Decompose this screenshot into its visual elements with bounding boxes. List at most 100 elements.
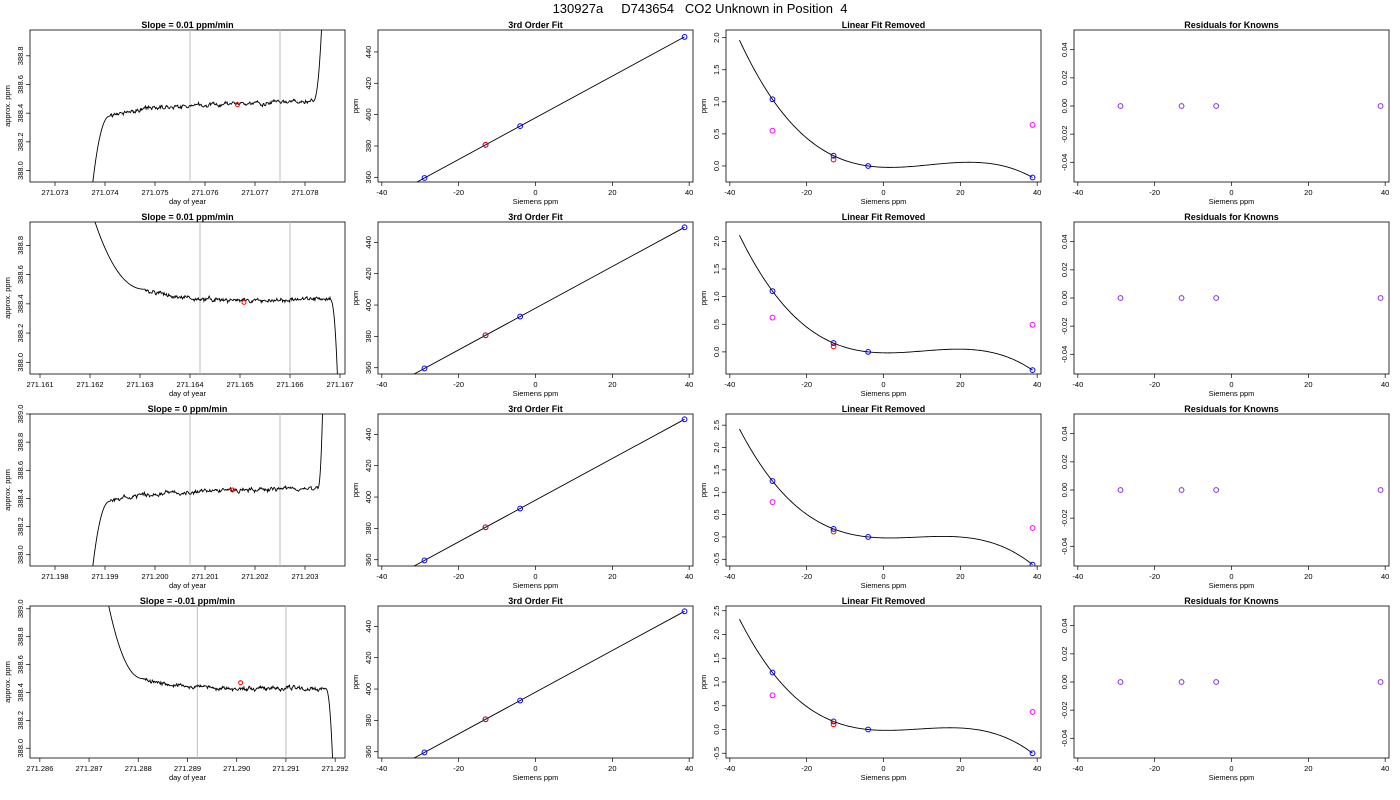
y-tick-label: 388.8 [16, 236, 25, 255]
y-tick-label: -0.04 [1060, 730, 1069, 747]
linear-point [1029, 525, 1036, 531]
plot-area [739, 618, 1036, 757]
mean-marker [235, 102, 240, 108]
y-tick-label: 388.8 [16, 46, 25, 65]
x-tick-label: 20 [1304, 572, 1312, 581]
y-tick-label: 1.5 [712, 653, 721, 663]
y-tick-label: 388.2 [16, 132, 25, 151]
chart-panel-resid-1: Residuals for Knowns -40 -20 0 20 40 -0.04 -0.0… [1060, 20, 1390, 206]
x-tick-label: 20 [1304, 764, 1312, 773]
y-tick-label: 0.0 [712, 347, 721, 357]
panel-title: Residuals for Knowns [1184, 212, 1279, 222]
plot-frame [1073, 605, 1390, 759]
plot-area [739, 235, 1036, 374]
y-tick-label: 388.0 [16, 739, 25, 758]
residual-curve [739, 618, 1033, 754]
y-tick-label: 2.0 [712, 32, 721, 42]
plot-area [413, 224, 688, 374]
x-tick-label: 271.167 [326, 380, 353, 389]
chart-panel-fit-1: 3rd Order Fit -40 -20 0 20 40 360 380 400 420 440 S… [351, 20, 694, 206]
y-tick-label: -0.5 [712, 553, 721, 566]
x-tick-label: 271.078 [291, 188, 318, 197]
x-tick-label: 271.203 [291, 572, 318, 581]
y-tick-label: 360 [364, 361, 373, 374]
y-tick-label: 0.04 [1060, 234, 1069, 249]
y-tick-label: 420 [364, 651, 373, 664]
x-tick-label: 0 [881, 572, 885, 581]
y-tick-label: 380 [364, 140, 373, 153]
panel-title: Linear Fit Removed [842, 20, 926, 30]
residual-curve [739, 235, 1033, 371]
x-tick-label: 271.076 [191, 188, 218, 197]
residual-point [1178, 487, 1185, 493]
x-tick-label: 40 [685, 764, 693, 773]
chart-panel-linfit-3: Linear Fit Removed -40 -20 0 20 40 -0.5 0.0 0.5 1… [699, 404, 1042, 590]
x-tick-label: -40 [376, 380, 387, 389]
x-tick-label: 40 [1381, 572, 1389, 581]
y-tick-label: 0.00 [1060, 99, 1069, 114]
x-tick-label: 20 [1304, 188, 1312, 197]
x-tick-label: 271.074 [91, 188, 118, 197]
y-tick-label: 380 [364, 522, 373, 535]
plot-area [92, 30, 322, 182]
fit-line [413, 418, 685, 566]
known-point [769, 478, 776, 484]
x-axis-label: Siemens ppm [861, 197, 907, 206]
mean-marker [238, 680, 244, 686]
panel-title: 3rd Order Fit [508, 596, 563, 606]
y-tick-label: 1.0 [712, 291, 721, 301]
y-tick-label: 388.0 [16, 353, 25, 372]
y-axis-label: ppm [351, 483, 360, 498]
plot-area [416, 33, 688, 182]
y-tick-label: 0.0 [712, 532, 721, 542]
x-tick-label: 0 [1229, 572, 1233, 581]
x-tick-label: 20 [608, 188, 616, 197]
y-tick-label: 420 [364, 77, 373, 90]
x-tick-label: 271.201 [191, 572, 218, 581]
plot-area [1117, 487, 1384, 493]
plot-frame [29, 29, 346, 183]
x-tick-label: 0 [533, 572, 537, 581]
x-tick-label: 271.289 [174, 764, 201, 773]
x-axis-label: day of year [169, 197, 207, 206]
residual-curve [739, 428, 1033, 566]
y-tick-label: 1.0 [712, 677, 721, 687]
x-tick-label: 20 [956, 188, 964, 197]
y-tick-label: 388.8 [16, 627, 25, 646]
plot-frame [725, 221, 1042, 375]
fit-line [416, 36, 685, 182]
residual-point [1178, 103, 1185, 109]
y-tick-label: 388.4 [16, 294, 25, 313]
x-tick-label: 271.290 [223, 764, 250, 773]
linear-point [769, 314, 776, 321]
panel-title: Linear Fit Removed [842, 596, 926, 606]
residual-point [1377, 295, 1384, 301]
y-tick-label: 388.8 [16, 433, 25, 452]
y-tick-label: 360 [364, 171, 373, 184]
y-tick-label: 388.4 [16, 489, 25, 508]
x-tick-label: 271.075 [141, 188, 168, 197]
x-tick-label: -40 [376, 572, 387, 581]
residual-point [1117, 487, 1124, 493]
y-tick-label: 0.02 [1060, 455, 1069, 470]
unknown-point [482, 141, 489, 148]
x-tick-label: -40 [1072, 188, 1083, 197]
linear-point [1029, 122, 1036, 128]
residual-point [1377, 679, 1384, 685]
x-tick-label: 271.292 [322, 764, 349, 773]
page-title: 130927a D743654 CO2 Unknown in Position … [552, 1, 848, 16]
unknown-point [482, 524, 489, 531]
unknown-point [830, 343, 837, 350]
x-axis-label: Siemens ppm [513, 581, 559, 590]
known-point [769, 669, 776, 676]
chart-panel-linfit-4: Linear Fit Removed -40 -20 0 20 40 -0.5 0.0 0.5 1… [699, 596, 1042, 782]
x-tick-label: -40 [376, 764, 387, 773]
plot-area [92, 414, 323, 566]
x-tick-label: 40 [1033, 764, 1041, 773]
chart-panel-fit-3: 3rd Order Fit -40 -20 0 20 40 360 380 400 420 440 S… [351, 404, 694, 590]
chart-panel-raw-4: Slope = -0.01 ppm/min 271.286 271.287 271.2… [3, 596, 349, 782]
y-tick-label: 0.00 [1060, 291, 1069, 306]
y-tick-label: 1.5 [712, 465, 721, 475]
x-tick-label: 0 [533, 188, 537, 197]
known-point [1029, 174, 1036, 181]
